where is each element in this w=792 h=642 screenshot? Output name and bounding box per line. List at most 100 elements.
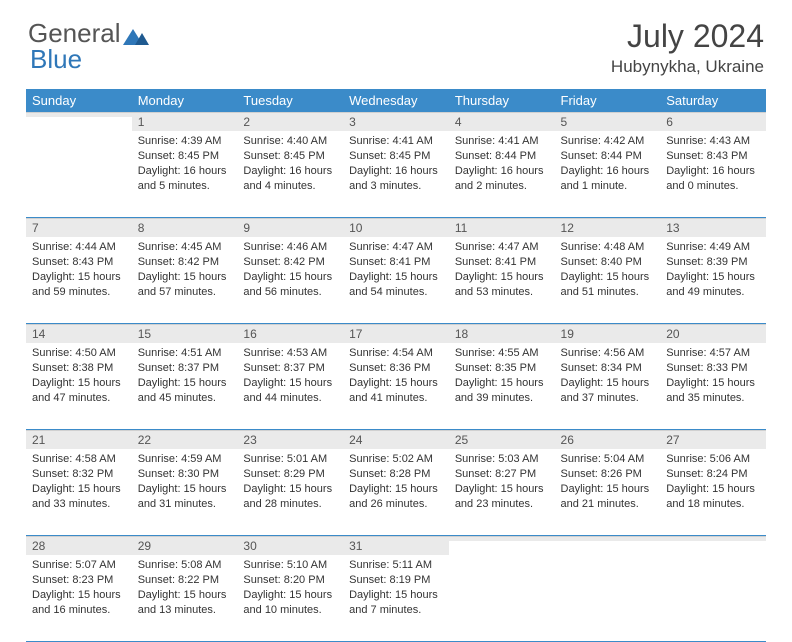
daylight-line: Daylight: 15 hours and 18 minutes. — [666, 483, 755, 510]
sunrise-line: Sunrise: 4:56 AM — [561, 347, 645, 359]
header: General July 2024 Hubynykha, Ukraine — [0, 0, 792, 83]
day-cell: Sunrise: 4:45 AM Sunset: 8:42 PM Daylight:… — [132, 237, 238, 303]
weekday-header: Wednesday — [343, 89, 449, 112]
day-cell: Sunrise: 4:39 AM Sunset: 8:45 PM Daylight:… — [132, 131, 238, 197]
day-number: 22 — [132, 430, 238, 449]
sunrise-line: Sunrise: 5:06 AM — [666, 453, 750, 465]
sunrise-line: Sunrise: 5:11 AM — [349, 559, 432, 571]
daylight-line: Daylight: 16 hours and 0 minutes. — [666, 165, 755, 192]
weekday-header: Thursday — [449, 89, 555, 112]
day-cell: Sunrise: 5:02 AMSunset: 8:28 PMDaylight:… — [343, 449, 449, 515]
logo-icon — [123, 23, 149, 45]
day-number: 30 — [237, 536, 343, 555]
sunrise-line: Sunrise: 5:07 AM — [32, 559, 116, 571]
sunset-line: Sunset: 8:20 PM — [243, 574, 324, 586]
sunrise-line: Sunrise: 5:04 AM — [561, 453, 645, 465]
daylight-line: Daylight: 15 hours and 53 minutes. — [455, 271, 544, 298]
sunrise-line: Sunrise: 4:59 AM — [138, 453, 222, 465]
daylight-line: Daylight: 15 hours and 28 minutes. — [243, 483, 332, 510]
sunrise-line: Sunrise: 5:01 AM — [243, 453, 327, 465]
day-cell: Sunrise: 4:50 AMSunset: 8:38 PMDaylight:… — [26, 343, 132, 409]
sunset-line: Sunset: 8:45 PM — [243, 150, 324, 162]
daylight-line: Daylight: 15 hours and 47 minutes. — [32, 377, 121, 404]
weekday-header: Sunday — [26, 89, 132, 112]
day-content-row: Sunrise: 4:44 AMSunset: 8:43 PMDaylight:… — [26, 237, 766, 323]
day-number — [660, 536, 766, 541]
daylight-line: Daylight: 15 hours and 57 minutes. — [138, 271, 227, 298]
day-cell: Sunrise: 5:08 AMSunset: 8:22 PMDaylight:… — [132, 555, 238, 621]
logo-text-2: Blue — [30, 44, 82, 75]
sunset-line: Sunset: 8:44 PM — [455, 150, 536, 162]
daylight-line: Daylight: 16 hours and 1 minute. — [561, 165, 650, 192]
day-number: 16 — [237, 324, 343, 343]
day-number: 19 — [555, 324, 661, 343]
day-number: 2 — [237, 112, 343, 131]
day-number: 5 — [555, 112, 661, 131]
day-number: 8 — [132, 218, 238, 237]
daylight-line: Daylight: 15 hours and 45 minutes. — [138, 377, 227, 404]
daylight-line: Daylight: 15 hours and 49 minutes. — [666, 271, 755, 298]
sunset-line: Sunset: 8:29 PM — [243, 468, 324, 480]
day-cell: Sunrise: 4:58 AM Sunset: 8:32 PM Daylight:… — [26, 449, 132, 515]
sunrise-line: Sunrise: 4:47 AM — [349, 241, 433, 253]
daylight-line: Daylight: 15 hours and 31 minutes. — [138, 483, 227, 510]
weekday-header: Friday — [555, 89, 661, 112]
sunrise-line: Sunrise: 5:08 AM — [138, 559, 222, 571]
day-number: 23 — [237, 430, 343, 449]
sunset-line: Sunset: 8:34 PM — [561, 362, 642, 374]
day-number: 1 — [132, 112, 238, 131]
sunrise-line: Sunrise: 4:54 AM — [349, 347, 433, 359]
daylight-line: Daylight: 15 hours and 35 minutes. — [666, 377, 755, 404]
day-cell: Sunrise: 5:03 AMSunset: 8:27 PMDaylight:… — [449, 449, 555, 515]
day-number: 20 — [660, 324, 766, 343]
day-cell: Sunrise: 4:46 AMSunset: 8:42 PMDaylight:… — [237, 237, 343, 303]
sunset-line: Sunset: 8:45 PM — [138, 150, 219, 162]
sunset-line: Sunset: 8:42 PM — [243, 256, 324, 268]
day-number: 3 — [343, 112, 449, 131]
sunrise-line: Sunrise: 4:45 AM — [138, 241, 222, 253]
sunset-line: Sunset: 8:42 PM — [138, 256, 219, 268]
day-number: 9 — [237, 218, 343, 237]
sunset-line: Sunset: 8:44 PM — [561, 150, 642, 162]
day-cell — [555, 555, 661, 562]
month-title: July 2024 — [611, 18, 764, 55]
daylight-line: Daylight: 15 hours and 39 minutes. — [455, 377, 544, 404]
sunrise-line: Sunrise: 4:40 AM — [243, 135, 327, 147]
sunrise-line: Sunrise: 4:39 AM — [138, 135, 222, 147]
daylight-line: Daylight: 16 hours and 2 minutes. — [455, 165, 544, 192]
sunrise-line: Sunrise: 4:53 AM — [243, 347, 327, 359]
sunset-line: Sunset: 8:33 PM — [666, 362, 747, 374]
sunrise-line: Sunrise: 5:03 AM — [455, 453, 539, 465]
sunset-line: Sunset: 8:43 PM — [32, 256, 113, 268]
daylight-line: Daylight: 15 hours and 41 minutes. — [349, 377, 438, 404]
day-number: 25 — [449, 430, 555, 449]
title-block: July 2024 Hubynykha, Ukraine — [611, 18, 764, 77]
day-cell: Sunrise: 4:54 AMSunset: 8:36 PMDaylight:… — [343, 343, 449, 409]
sunrise-line: Sunrise: 4:58 AM — [32, 453, 116, 465]
sunrise-line: Sunrise: 5:10 AM — [243, 559, 327, 571]
daylight-line: Daylight: 15 hours and 23 minutes. — [455, 483, 544, 510]
daylight-line: Daylight: 15 hours and 51 minutes. — [561, 271, 650, 298]
day-cell: Sunrise: 4:51 AMSunset: 8:37 PMDaylight:… — [132, 343, 238, 409]
day-number-row: 123456 — [26, 112, 766, 131]
sunset-line: Sunset: 8:24 PM — [666, 468, 747, 480]
sunset-line: Sunset: 8:38 PM — [32, 362, 113, 374]
sunset-line: Sunset: 8:22 PM — [138, 574, 219, 586]
day-cell: Sunrise: 4:47 AMSunset: 8:41 PMDaylight:… — [449, 237, 555, 303]
daylight-line: Daylight: 16 hours and 5 minutes. — [138, 165, 227, 192]
daylight-line: Daylight: 15 hours and 33 minutes. — [32, 483, 121, 510]
sunset-line: Sunset: 8:39 PM — [666, 256, 747, 268]
day-number — [449, 536, 555, 541]
sunrise-line: Sunrise: 4:41 AM — [455, 135, 539, 147]
day-number-row: 78910111213 — [26, 218, 766, 238]
sunset-line: Sunset: 8:37 PM — [138, 362, 219, 374]
daylight-line: Daylight: 15 hours and 21 minutes. — [561, 483, 650, 510]
day-cell: Sunrise: 5:06 AM Sunset: 8:24 PM Daylight:… — [660, 449, 766, 515]
day-cell: Sunrise: 4:41 AM Sunset: 8:44 PM Daylight:… — [449, 131, 555, 197]
day-content-row: Sunrise: 4:39 AM Sunset: 8:45 PM Daylight:… — [26, 131, 766, 217]
day-number: 14 — [26, 324, 132, 343]
day-number — [555, 536, 661, 541]
sunset-line: Sunset: 8:32 PM — [32, 468, 113, 480]
sunrise-line: Sunrise: 4:46 AM — [243, 241, 327, 253]
day-number: 29 — [132, 536, 238, 555]
